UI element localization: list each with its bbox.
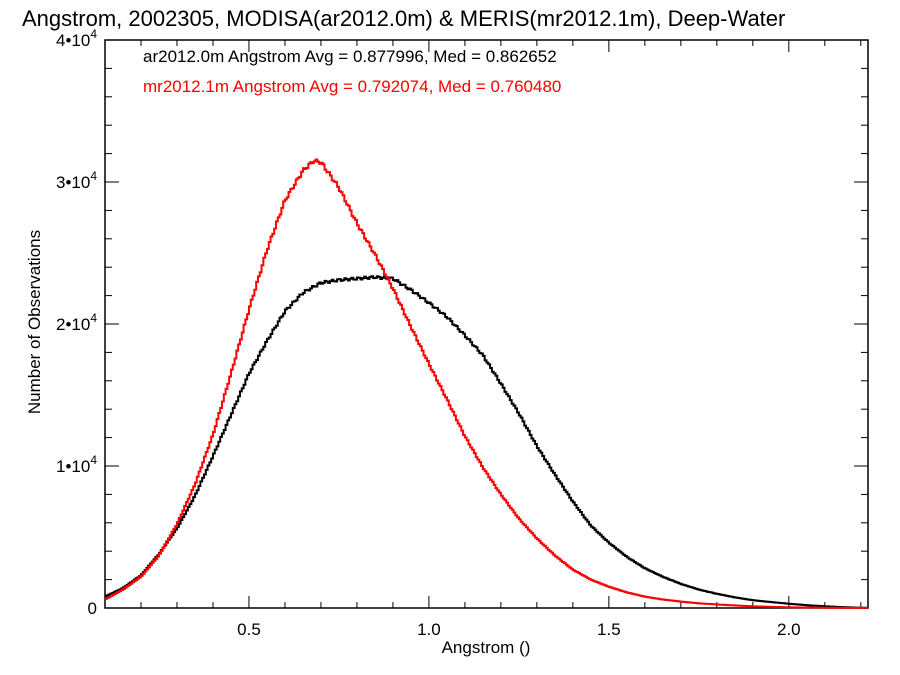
y-tick-label: 0 bbox=[88, 599, 97, 618]
annotation-red: mr2012.1m Angstrom Avg = 0.792074, Med =… bbox=[143, 77, 561, 96]
axes-layer: 0.5 1.0 1.5 2.0 0 1•104 2•104 3•104 4•104 bbox=[56, 27, 868, 639]
y-tick-label: 2•104 bbox=[56, 311, 97, 334]
y-axis-label: Number of Observations bbox=[25, 230, 44, 414]
x-tick-label: 2.0 bbox=[777, 620, 801, 639]
chart-title: Angstrom, 2002305, MODISA(ar2012.0m) & M… bbox=[22, 6, 785, 31]
y-tick-label: 4•104 bbox=[56, 27, 97, 50]
plot-frame bbox=[104, 39, 869, 609]
x-tick-label: 1.5 bbox=[597, 620, 621, 639]
x-tick-label: 1.0 bbox=[417, 620, 441, 639]
series-line-0 bbox=[105, 275, 868, 609]
y-tick-label: 3•104 bbox=[56, 169, 97, 192]
x-tick-label: 0.5 bbox=[237, 620, 261, 639]
series-line-1 bbox=[105, 158, 868, 609]
x-axis-label: Angstrom () bbox=[442, 638, 531, 657]
series-layer bbox=[105, 158, 868, 609]
annotation-black: ar2012.0m Angstrom Avg = 0.877996, Med =… bbox=[143, 47, 557, 66]
y-tick-label: 1•104 bbox=[56, 453, 97, 476]
